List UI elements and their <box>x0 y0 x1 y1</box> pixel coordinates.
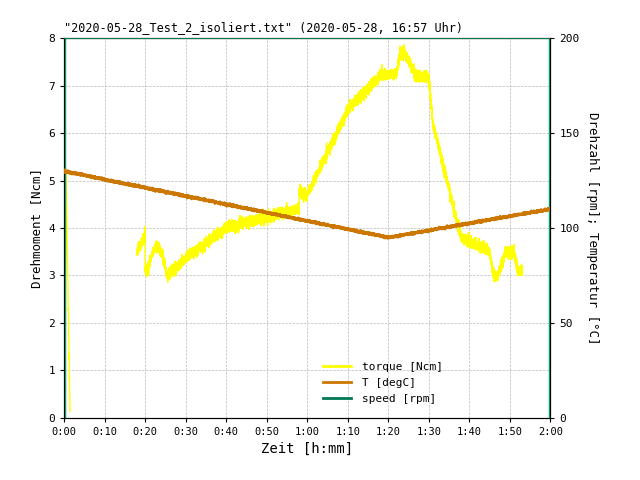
X-axis label: Zeit [h:mm]: Zeit [h:mm] <box>261 442 353 456</box>
Text: "2020-05-28_Test_2_isoliert.txt" (2020-05-28, 16:57 Uhr): "2020-05-28_Test_2_isoliert.txt" (2020-0… <box>64 22 463 35</box>
Y-axis label: Drehzahl [rpm]; Temperatur [°C]: Drehzahl [rpm]; Temperatur [°C] <box>586 112 599 344</box>
Legend: torque [Ncm], T [degC], speed [rpm]: torque [Ncm], T [degC], speed [rpm] <box>319 358 447 408</box>
Y-axis label: Drehmoment [Ncm]: Drehmoment [Ncm] <box>29 168 43 288</box>
